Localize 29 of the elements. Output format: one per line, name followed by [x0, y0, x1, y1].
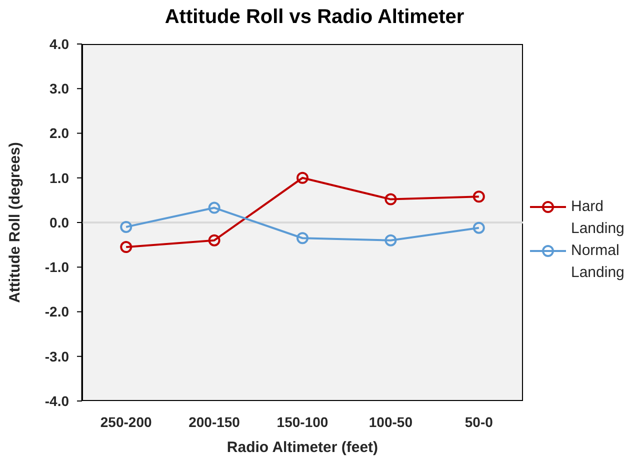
y-tick-label: 2.0: [50, 125, 70, 142]
chart-title: Attitude Roll vs Radio Altimeter: [164, 6, 464, 28]
point: [384, 193, 397, 206]
x-tick-label: 50-0: [464, 414, 494, 430]
y-axis-title: Attitude Roll (degrees): [6, 142, 24, 303]
point: [120, 241, 132, 254]
point: [296, 232, 308, 244]
x-tick-label: 200-150: [188, 414, 240, 430]
legend-label: Normal Landing: [571, 242, 624, 281]
y-tick-label: -1.0: [44, 259, 70, 276]
x-axis-title: Radio Altimeter (feet): [226, 439, 378, 456]
y-tick-label: 3.0: [50, 80, 70, 97]
x-tick-label: 100-50: [368, 414, 413, 430]
y-tick-label: -2.0: [44, 304, 70, 320]
point: [208, 234, 220, 246]
y-tick-label: -4.0: [44, 392, 70, 409]
point: [384, 234, 397, 246]
point: [472, 222, 485, 234]
y-tick-label: 0.0: [50, 214, 70, 230]
point: [472, 190, 485, 203]
x-tick-label: 250-200: [100, 414, 152, 430]
x-tick-label: 150-100: [276, 414, 328, 430]
y-tick-label: 1.0: [50, 170, 70, 186]
point: [296, 172, 308, 184]
point: [120, 220, 132, 233]
y-tick-label: -3.0: [44, 348, 70, 364]
y-tick-label: 4.0: [50, 36, 70, 52]
legend-label: Hard Landing: [571, 198, 624, 237]
point: [208, 202, 220, 214]
